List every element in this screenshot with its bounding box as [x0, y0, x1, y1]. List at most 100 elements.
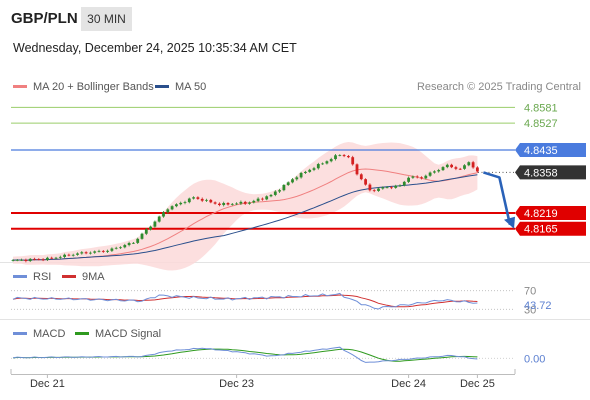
candle-body	[11, 260, 15, 261]
candle-body	[286, 182, 290, 185]
ma20-legend-label: MA 20 + Bollinger Bands	[33, 81, 154, 93]
candle-body	[407, 177, 410, 182]
level-label-4.8581: 4.8581	[524, 102, 558, 114]
candle-body	[196, 197, 200, 199]
level-tag-4.8219	[515, 205, 586, 220]
candle-body	[162, 212, 165, 217]
candle-body	[398, 185, 402, 187]
candle-body	[299, 172, 303, 178]
candle-body	[149, 226, 152, 230]
level-label-4.8527: 4.8527	[524, 118, 558, 130]
ma50-legend-label: MA 50	[175, 81, 206, 93]
candle-body	[316, 164, 320, 169]
candle-body	[334, 155, 337, 160]
candle-body	[467, 162, 471, 166]
candle-body	[140, 233, 144, 239]
rsi-legend-swatch	[13, 275, 27, 278]
candle-body	[476, 167, 479, 172]
candle-body	[256, 198, 260, 201]
level-tag-label-4.8165: 4.8165	[524, 224, 558, 236]
candle-body	[269, 194, 273, 197]
candle-body	[304, 171, 307, 173]
candle-body	[20, 259, 23, 261]
candle-body	[153, 221, 157, 227]
candle-body	[179, 202, 183, 205]
rsi-ma-legend-label: 9MA	[82, 271, 105, 283]
level-tag-label-4.8358: 4.8358	[524, 167, 558, 179]
candle-body	[273, 191, 277, 195]
candle-body	[252, 200, 256, 203]
candle-body	[441, 167, 445, 171]
rsi-current-label: 43.72	[524, 300, 552, 312]
candle-body	[282, 184, 286, 191]
candle-body	[450, 164, 453, 168]
candle-body	[63, 254, 66, 257]
candle-body	[89, 252, 92, 254]
candle-body	[67, 254, 71, 256]
candle-body	[28, 258, 32, 262]
credit-label: Research © 2025 Trading Central	[417, 81, 581, 93]
candle-body	[119, 247, 122, 249]
candle-body	[58, 256, 62, 258]
candle-body	[183, 202, 187, 203]
candle-body	[377, 188, 380, 191]
candle-body	[411, 176, 415, 178]
ma50-legend-swatch	[155, 85, 169, 88]
candle-body	[372, 190, 376, 192]
candle-body	[295, 177, 299, 180]
macd-signal-legend-swatch	[75, 332, 89, 335]
rsi-level-label-30: 30	[524, 304, 536, 316]
candle-body	[71, 254, 75, 256]
bollinger-band	[13, 142, 478, 271]
macd-line	[12, 346, 478, 363]
candle-body	[385, 187, 389, 189]
candle-body	[80, 252, 84, 254]
candle-body	[37, 259, 41, 260]
candle-body	[342, 155, 346, 157]
candle-body	[226, 202, 230, 205]
candle-body	[291, 179, 294, 183]
candle-body	[394, 185, 398, 188]
candle-body	[50, 257, 54, 259]
x-axis-label-Dec 21: Dec 21	[30, 378, 65, 390]
candle-body	[308, 169, 312, 172]
candle-body	[175, 204, 178, 207]
candle-body	[415, 176, 419, 178]
candle-body	[239, 201, 243, 204]
candle-body	[329, 159, 333, 162]
candle-body	[157, 216, 161, 222]
candle-body	[265, 196, 269, 200]
candle-body	[84, 252, 88, 254]
candle-body	[93, 251, 97, 253]
candle-body	[213, 202, 217, 204]
timeframe-button[interactable]: 30 MIN	[81, 7, 132, 31]
candle-body	[218, 203, 221, 206]
candle-body	[97, 250, 101, 252]
candle-body	[136, 238, 140, 243]
candle-body	[144, 229, 148, 234]
candle-body	[235, 203, 238, 205]
candle-body	[325, 161, 329, 164]
candle-body	[437, 170, 441, 172]
candle-body	[54, 257, 58, 259]
candle-body	[355, 164, 359, 175]
candle-body	[24, 259, 28, 262]
rsi-legend-label: RSI	[33, 271, 51, 283]
level-tag-4.8435	[515, 142, 586, 157]
candle-body	[445, 164, 449, 168]
candle-body	[433, 171, 436, 173]
candle-body	[351, 157, 355, 165]
candle-body	[463, 165, 466, 169]
rsi-ma-line	[12, 294, 478, 308]
candle-body	[46, 257, 49, 260]
candle-body	[187, 198, 191, 203]
x-axis-label-Dec 25: Dec 25	[460, 378, 495, 390]
candle-body	[15, 259, 19, 261]
candle-body	[101, 250, 105, 252]
macd-legend-label: MACD	[33, 328, 65, 340]
candle-body	[368, 184, 372, 191]
rsi-level-label-70: 70	[524, 286, 536, 298]
candle-body	[458, 168, 462, 170]
candle-body	[123, 245, 127, 248]
